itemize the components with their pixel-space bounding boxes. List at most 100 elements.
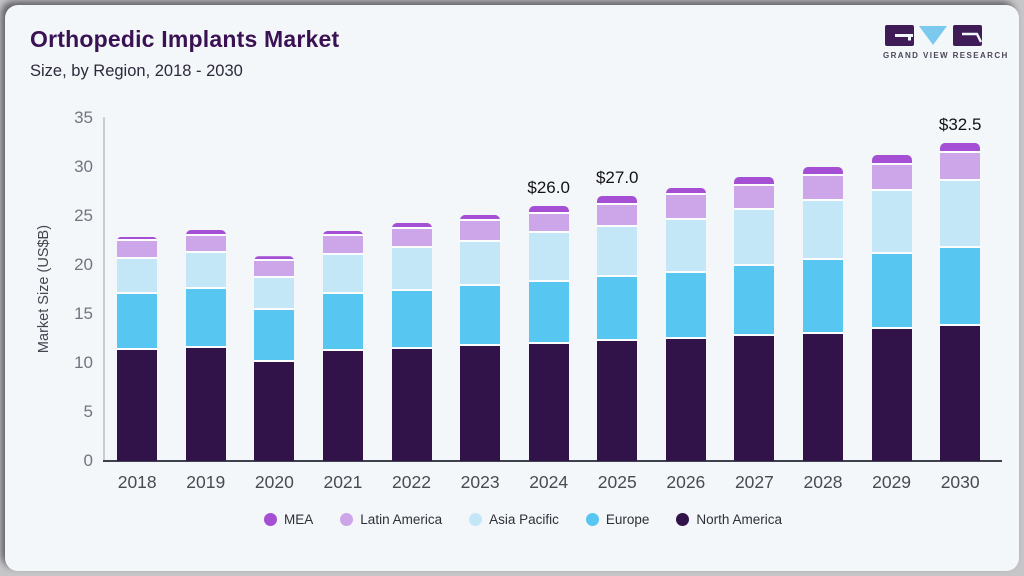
x-axis-label-2019: 2019	[186, 472, 226, 492]
bar-2028-segment-north-america	[803, 333, 843, 461]
page-title: Orthopedic Implants Market	[30, 26, 340, 52]
legend-item-north-america: North America	[676, 512, 782, 527]
bar-2029-segment-north-america	[871, 328, 912, 461]
bar-2024-segment-north-america	[528, 344, 569, 461]
x-axis-label-2023: 2023	[460, 472, 500, 492]
bar-2024-segment-asia-pacific	[528, 232, 569, 282]
y-axis-tick-5: 5	[83, 402, 93, 421]
x-axis-label-2028: 2028	[803, 472, 843, 492]
bar-2018	[117, 236, 158, 461]
bar-2025-segment-latin-america	[597, 205, 638, 227]
bar-2019-segment-asia-pacific	[185, 253, 226, 290]
bar-2026-segment-europe	[665, 272, 706, 340]
bar-2023-segment-north-america	[460, 346, 501, 461]
bar-2027-segment-asia-pacific	[734, 210, 775, 266]
bar-2028	[803, 167, 843, 461]
bar-2025-segment-asia-pacific	[597, 226, 638, 277]
bar-2028-segment-latin-america	[803, 175, 843, 202]
y-axis-tick-15: 15	[74, 304, 93, 323]
bar-2025-segment-north-america	[597, 341, 638, 461]
bar-2027-segment-mea	[734, 176, 775, 186]
legend-label-north-america: North America	[696, 512, 782, 527]
bar-2028-segment-asia-pacific	[803, 201, 843, 261]
bar-2029-segment-europe	[871, 254, 912, 329]
bar-2027-segment-europe	[734, 265, 775, 336]
bar-2022-segment-europe	[391, 291, 432, 350]
page-subtitle: Size, by Region, 2018 - 2030	[30, 62, 243, 80]
bar-2022-segment-asia-pacific	[391, 248, 432, 292]
bar-2021-segment-mea	[322, 230, 363, 236]
bar-2019	[185, 229, 226, 461]
bar-total-label-2024: $26.0	[527, 178, 570, 198]
bar-2025-segment-europe	[597, 276, 638, 342]
x-axis-label-2020: 2020	[254, 472, 294, 492]
bar-2021-segment-asia-pacific	[322, 255, 363, 295]
y-axis-tick-0: 0	[83, 451, 93, 470]
bar-2018-segment-latin-america	[117, 241, 158, 260]
bar-2023-segment-asia-pacific	[460, 242, 501, 286]
bar-2018-segment-europe	[117, 294, 158, 351]
legend-label-europe: Europe	[605, 512, 650, 527]
legend-swatch-mea	[264, 513, 278, 526]
legend-item-mea: MEA	[264, 512, 313, 527]
bar-2028-segment-europe	[803, 260, 843, 334]
legend: MEA Latin America Asia Pacific Europe North …	[5, 512, 1019, 527]
x-axis-label-2024: 2024	[529, 472, 569, 492]
bar-2030	[940, 142, 981, 462]
bar-2023-segment-latin-america	[460, 220, 501, 243]
gvr-logo-icon	[885, 25, 983, 46]
bar-2030-segment-mea	[940, 142, 981, 154]
bar-2020-segment-asia-pacific	[254, 277, 295, 311]
bar-2028-segment-mea	[803, 167, 843, 176]
legend-swatch-asia-pacific	[469, 513, 483, 526]
bar-2019-segment-latin-america	[185, 235, 226, 254]
y-axis-tick-10: 10	[74, 353, 93, 372]
bar-2030-segment-north-america	[940, 325, 981, 461]
bar-total-label-2030: $32.5	[938, 114, 982, 134]
bar-2030-segment-latin-america	[940, 153, 981, 181]
bar-2029	[871, 155, 912, 461]
bar-2018-segment-mea	[117, 236, 158, 242]
bar-2020	[254, 256, 295, 461]
bar-2020-segment-mea	[254, 256, 295, 262]
legend-label-asia-pacific: Asia Pacific	[489, 512, 559, 527]
bar-2023-segment-europe	[460, 285, 501, 347]
x-axis-label-2029: 2029	[872, 472, 912, 492]
bar-2026-segment-mea	[665, 187, 706, 196]
bar-2021	[322, 230, 363, 461]
logo-wordmark: GRAND VIEW RESEARCH	[883, 51, 1009, 60]
bar-2027	[734, 176, 775, 461]
legend-item-europe: Europe	[585, 512, 650, 527]
bar-2022	[391, 222, 432, 461]
bar-2023-segment-mea	[460, 215, 501, 221]
bar-2020-segment-latin-america	[254, 261, 295, 278]
x-axis-label-2030: 2030	[940, 472, 980, 492]
bar-2030-segment-europe	[940, 248, 981, 326]
y-axis-title: Market Size (US$B)	[36, 224, 52, 354]
bar-2026	[665, 187, 706, 461]
bar-2021-segment-north-america	[322, 351, 363, 461]
logo-r-block	[953, 25, 982, 46]
y-axis-tick-35: 35	[74, 108, 93, 127]
bar-2030-segment-asia-pacific	[940, 180, 981, 249]
legend-item-latin-america: Latin America	[340, 512, 442, 527]
bar-2026-segment-latin-america	[665, 195, 706, 220]
bar-2024-segment-latin-america	[528, 214, 569, 233]
bar-total-label-2025: $27.0	[595, 168, 639, 188]
bar-2022-segment-latin-america	[391, 228, 432, 249]
x-axis-label-2018: 2018	[117, 472, 157, 492]
x-axis-label-2022: 2022	[392, 472, 431, 492]
legend-label-latin-america: Latin America	[360, 512, 443, 527]
legend-swatch-latin-america	[340, 513, 354, 526]
bar-2022-segment-north-america	[391, 349, 432, 461]
bar-2024-segment-europe	[528, 281, 569, 345]
bar-2024	[528, 206, 569, 461]
bar-2021-segment-latin-america	[322, 235, 363, 256]
chart-card: Orthopedic Implants Market Size, by Regi…	[5, 5, 1019, 571]
bar-2019-segment-north-america	[185, 348, 226, 461]
bar-2027-segment-latin-america	[734, 185, 775, 211]
x-axis-label-2026: 2026	[666, 472, 706, 492]
bar-2022-segment-mea	[391, 222, 432, 229]
legend-label-mea: MEA	[284, 512, 314, 527]
